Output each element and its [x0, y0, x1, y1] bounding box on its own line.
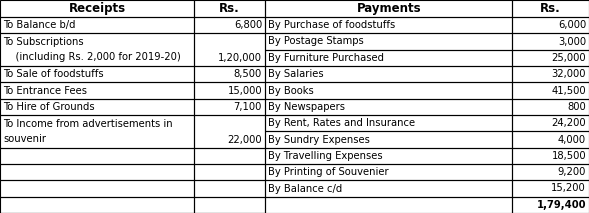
Text: By Purchase of foodstuffs: By Purchase of foodstuffs — [268, 20, 395, 30]
Bar — [265, 50, 512, 66]
Bar — [512, 0, 589, 17]
Text: By Balance c/d: By Balance c/d — [268, 184, 342, 193]
Text: (including Rs. 2,000 for 2019-20): (including Rs. 2,000 for 2019-20) — [3, 52, 181, 62]
Text: By Salaries: By Salaries — [268, 69, 324, 79]
Bar — [194, 148, 265, 164]
Bar — [512, 66, 589, 82]
Bar — [265, 0, 512, 17]
Text: By Books: By Books — [268, 85, 314, 95]
Text: To Hire of Grounds: To Hire of Grounds — [3, 102, 95, 112]
Bar — [512, 164, 589, 180]
Bar — [0, 82, 194, 99]
Text: 15,000: 15,000 — [227, 85, 262, 95]
Bar — [512, 82, 589, 99]
Text: To Subscriptions: To Subscriptions — [3, 37, 84, 47]
Bar — [0, 180, 194, 197]
Bar — [512, 99, 589, 115]
Bar — [194, 197, 265, 213]
Bar — [0, 197, 194, 213]
Bar — [265, 164, 512, 180]
Bar — [265, 33, 512, 50]
Text: 1,20,000: 1,20,000 — [218, 53, 262, 63]
Bar — [265, 17, 512, 33]
Text: To Sale of foodstuffs: To Sale of foodstuffs — [3, 69, 104, 79]
Bar — [0, 99, 194, 115]
Bar — [512, 131, 589, 148]
Bar — [512, 197, 589, 213]
Bar — [0, 164, 194, 180]
Text: Rs.: Rs. — [219, 2, 240, 15]
Text: To Income from advertisements in: To Income from advertisements in — [3, 119, 173, 129]
Text: By Postage Stamps: By Postage Stamps — [268, 36, 364, 46]
Text: By Printing of Souvenier: By Printing of Souvenier — [268, 167, 389, 177]
Bar — [265, 66, 512, 82]
Text: By Newspapers: By Newspapers — [268, 102, 345, 112]
Text: 6,000: 6,000 — [558, 20, 586, 30]
Bar — [512, 33, 589, 50]
Bar — [194, 33, 265, 66]
Bar — [0, 33, 194, 66]
Bar — [512, 148, 589, 164]
Bar — [194, 99, 265, 115]
Bar — [512, 115, 589, 131]
Bar — [265, 99, 512, 115]
Bar — [194, 82, 265, 99]
Bar — [512, 50, 589, 66]
Text: 22,000: 22,000 — [227, 134, 262, 144]
Bar — [512, 180, 589, 197]
Bar — [194, 180, 265, 197]
Bar — [265, 148, 512, 164]
Text: By Travelling Expenses: By Travelling Expenses — [268, 151, 383, 161]
Bar — [194, 164, 265, 180]
Text: 4,000: 4,000 — [558, 134, 586, 144]
Bar — [265, 115, 512, 131]
Bar — [265, 131, 512, 148]
Text: 800: 800 — [567, 102, 586, 112]
Text: By Sundry Expenses: By Sundry Expenses — [268, 134, 370, 144]
Text: Receipts: Receipts — [69, 2, 125, 15]
Text: To Balance b/d: To Balance b/d — [3, 20, 75, 30]
Bar — [0, 148, 194, 164]
Text: Rs.: Rs. — [540, 2, 561, 15]
Text: 3,000: 3,000 — [558, 36, 586, 46]
Bar — [265, 197, 512, 213]
Text: 8,500: 8,500 — [234, 69, 262, 79]
Text: 25,000: 25,000 — [551, 53, 586, 63]
Text: 9,200: 9,200 — [558, 167, 586, 177]
Text: 18,500: 18,500 — [551, 151, 586, 161]
Bar — [0, 17, 194, 33]
Bar — [194, 115, 265, 148]
Text: 32,000: 32,000 — [551, 69, 586, 79]
Bar — [194, 0, 265, 17]
Text: souvenir: souvenir — [3, 134, 46, 144]
Bar — [194, 66, 265, 82]
Bar — [194, 17, 265, 33]
Text: To Entrance Fees: To Entrance Fees — [3, 85, 87, 95]
Bar — [265, 180, 512, 197]
Bar — [265, 82, 512, 99]
Text: 41,500: 41,500 — [551, 85, 586, 95]
Text: 24,200: 24,200 — [551, 118, 586, 128]
Bar — [512, 17, 589, 33]
Bar — [0, 66, 194, 82]
Text: 7,100: 7,100 — [234, 102, 262, 112]
Text: Payments: Payments — [356, 2, 421, 15]
Text: 6,800: 6,800 — [234, 20, 262, 30]
Text: By Rent, Rates and Insurance: By Rent, Rates and Insurance — [268, 118, 415, 128]
Bar — [0, 0, 194, 17]
Text: By Furniture Purchased: By Furniture Purchased — [268, 53, 384, 63]
Text: 1,79,400: 1,79,400 — [537, 200, 586, 210]
Text: 15,200: 15,200 — [551, 184, 586, 193]
Bar — [0, 115, 194, 148]
